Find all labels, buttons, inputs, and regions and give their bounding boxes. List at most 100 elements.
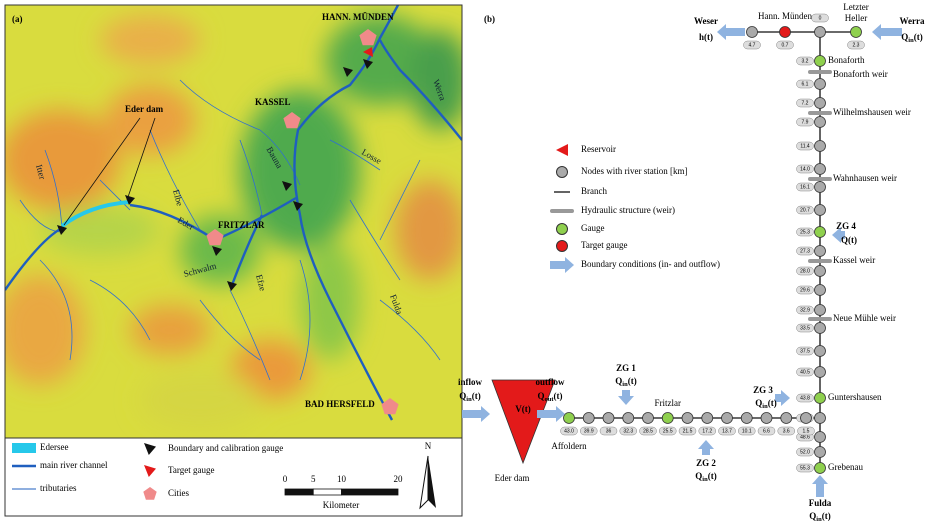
node <box>815 205 826 216</box>
node <box>815 27 826 38</box>
node <box>815 98 826 109</box>
legend-text: Hydraulic structure (weir) <box>581 205 675 215</box>
station-label: 17.2 <box>702 428 712 434</box>
station-label: 11.4 <box>800 143 810 149</box>
station-label: 3.2 <box>802 58 809 64</box>
node <box>780 27 791 38</box>
q-tail: (t) <box>554 391 563 401</box>
node-name: Bonaforth <box>828 55 865 65</box>
station-label: 37.5 <box>800 348 810 354</box>
q-tail: (t) <box>914 32 923 42</box>
node <box>623 413 634 424</box>
scale-tick-label: 10 <box>337 474 347 484</box>
station-label: 33.5 <box>800 325 810 331</box>
q-base: Q <box>459 391 466 401</box>
q-base: Q <box>809 511 816 521</box>
station-label: 39.9 <box>584 428 594 434</box>
station-label: 28.0 <box>800 268 810 274</box>
station-label: 3.6 <box>783 428 790 434</box>
legend-text: Cities <box>168 488 189 498</box>
weir <box>808 111 832 115</box>
legend-gauge <box>557 224 568 235</box>
city-label: HANN. MÜNDEN <box>322 12 394 22</box>
weir-label: Wahnhausen weir <box>833 173 897 183</box>
boundary-quantity: Qin(t) <box>615 376 636 388</box>
boundary-arrow <box>698 440 714 455</box>
node <box>603 413 614 424</box>
legend-text: Boundary conditions (in- and outflow) <box>581 259 720 269</box>
weir <box>808 317 832 321</box>
boundary-arrow <box>462 406 490 422</box>
panel-label: (b) <box>484 14 495 24</box>
node <box>801 413 812 424</box>
boundary-quantity: Qin(t) <box>755 398 776 410</box>
boundary-arrow <box>618 390 634 405</box>
station-label: 6.6 <box>763 428 770 434</box>
node-name: Grebenau <box>828 462 863 472</box>
node <box>815 266 826 277</box>
node <box>815 227 826 238</box>
station-label: 27.3 <box>800 248 810 254</box>
station-label: 36 <box>606 428 612 434</box>
station-label: 21.5 <box>683 428 693 434</box>
node <box>815 182 826 193</box>
north-label: N <box>425 441 432 451</box>
boundary-quantity: Q(t) <box>841 235 857 245</box>
legend-text: Boundary and calibration gauge <box>168 443 283 453</box>
weir <box>808 70 832 74</box>
station-label: 10.1 <box>742 428 752 434</box>
station-label: 1.5 <box>803 428 810 434</box>
node <box>815 323 826 334</box>
station-label: 14.0 <box>800 166 810 172</box>
node <box>682 413 693 424</box>
boundary-arrow <box>775 390 790 406</box>
station-label: 16.1 <box>800 184 810 190</box>
city-label: KASSEL <box>255 97 291 107</box>
station-label: 32.9 <box>800 307 810 313</box>
weir-label: Kassel weir <box>833 255 875 265</box>
reservoir-volume: V(t) <box>515 404 531 414</box>
node-name: Guntershausen <box>828 392 882 402</box>
legend-text: Branch <box>581 186 607 196</box>
reservoir <box>492 380 555 463</box>
station-label: 43.0 <box>564 428 574 434</box>
q-base: Q <box>537 391 544 401</box>
legend-text: tributaries <box>40 483 77 493</box>
station-label: 40.5 <box>800 369 810 375</box>
boundary-name: ZG 4 <box>836 221 856 231</box>
node <box>815 432 826 443</box>
city-label: FRITZLAR <box>218 220 265 230</box>
node-name: Fritzlar <box>655 398 682 408</box>
node <box>564 413 575 424</box>
q-tail: (t) <box>708 471 717 481</box>
boundary-quantity: Qin(t) <box>901 32 922 44</box>
station-label: 6.1 <box>802 81 809 87</box>
node <box>702 413 713 424</box>
node <box>815 246 826 257</box>
weir <box>808 259 832 263</box>
q-base: Q <box>901 32 908 42</box>
legend-text: Reservoir <box>581 144 616 154</box>
scale-tick-label: 20 <box>394 474 404 484</box>
station-label: 0 <box>819 15 822 21</box>
node <box>815 285 826 296</box>
station-label: 55.3 <box>800 465 810 471</box>
q-base: Q <box>615 376 622 386</box>
node <box>761 413 772 424</box>
legend-text: Target gauge <box>168 465 214 475</box>
node <box>815 367 826 378</box>
boundary-arrow <box>550 257 574 273</box>
node <box>815 56 826 67</box>
node <box>851 27 862 38</box>
boundary-arrow <box>717 24 745 40</box>
node <box>781 413 792 424</box>
page: HANN. MÜNDENKASSELFRITZLARBAD HERSFELDEd… <box>0 0 931 521</box>
station-label: 25.5 <box>663 428 673 434</box>
weir-label: Wilhelmshausen weir <box>833 107 911 117</box>
boundary-name: inflow <box>458 377 483 387</box>
scale-tick-label: 5 <box>311 474 316 484</box>
boundary-name: outflow <box>536 377 566 387</box>
legend-node <box>557 167 568 178</box>
boundary-name: Werra <box>900 16 925 26</box>
station-label: 43.8 <box>800 395 810 401</box>
